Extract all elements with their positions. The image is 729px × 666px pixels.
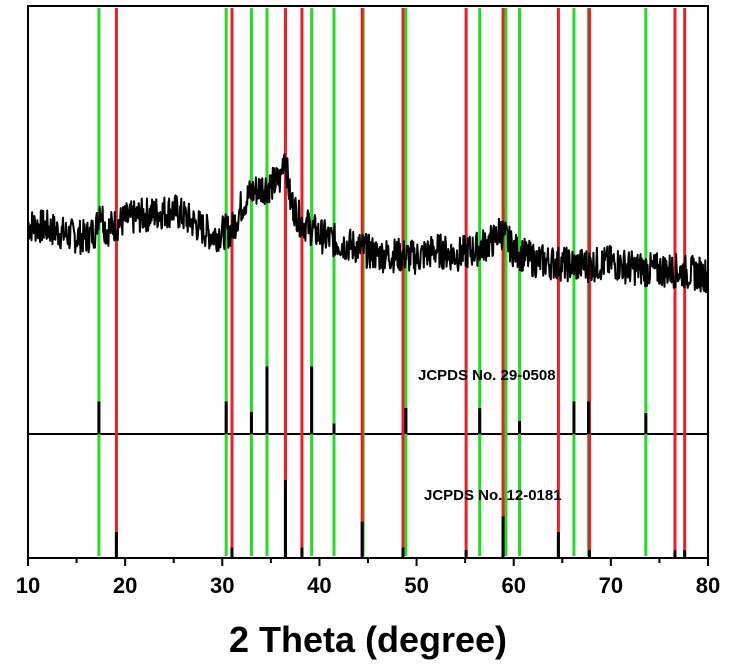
x-tick-label: 10	[16, 573, 40, 598]
reference-label-29-0508: JCPDS No. 29-0508	[418, 367, 556, 384]
x-tick-label: 60	[501, 573, 525, 598]
reference-label-12-0181: JCPDS No. 12-0181	[424, 487, 562, 504]
plot-frame	[27, 5, 709, 559]
plot-border	[27, 5, 709, 559]
x-tick-label: 50	[404, 573, 428, 598]
x-axis-ticks: 10 20 30 40 50 60 70 80	[16, 558, 720, 598]
x-tick-label: 20	[113, 573, 137, 598]
x-tick-label: 80	[696, 573, 720, 598]
reference-lines	[97, 8, 687, 556]
x-tick-label: 30	[210, 573, 234, 598]
xrd-pattern-line	[27, 153, 709, 294]
x-axis-title: 2 Theta (degree)	[229, 619, 507, 660]
reference-pattern-ticks	[97, 366, 687, 558]
x-tick-label: 70	[599, 573, 623, 598]
x-tick-label: 40	[307, 573, 331, 598]
